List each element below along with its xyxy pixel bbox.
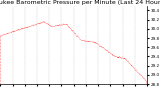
- Title: Milwaukee Barometric Pressure per Minute (Last 24 Hours): Milwaukee Barometric Pressure per Minute…: [0, 0, 160, 5]
